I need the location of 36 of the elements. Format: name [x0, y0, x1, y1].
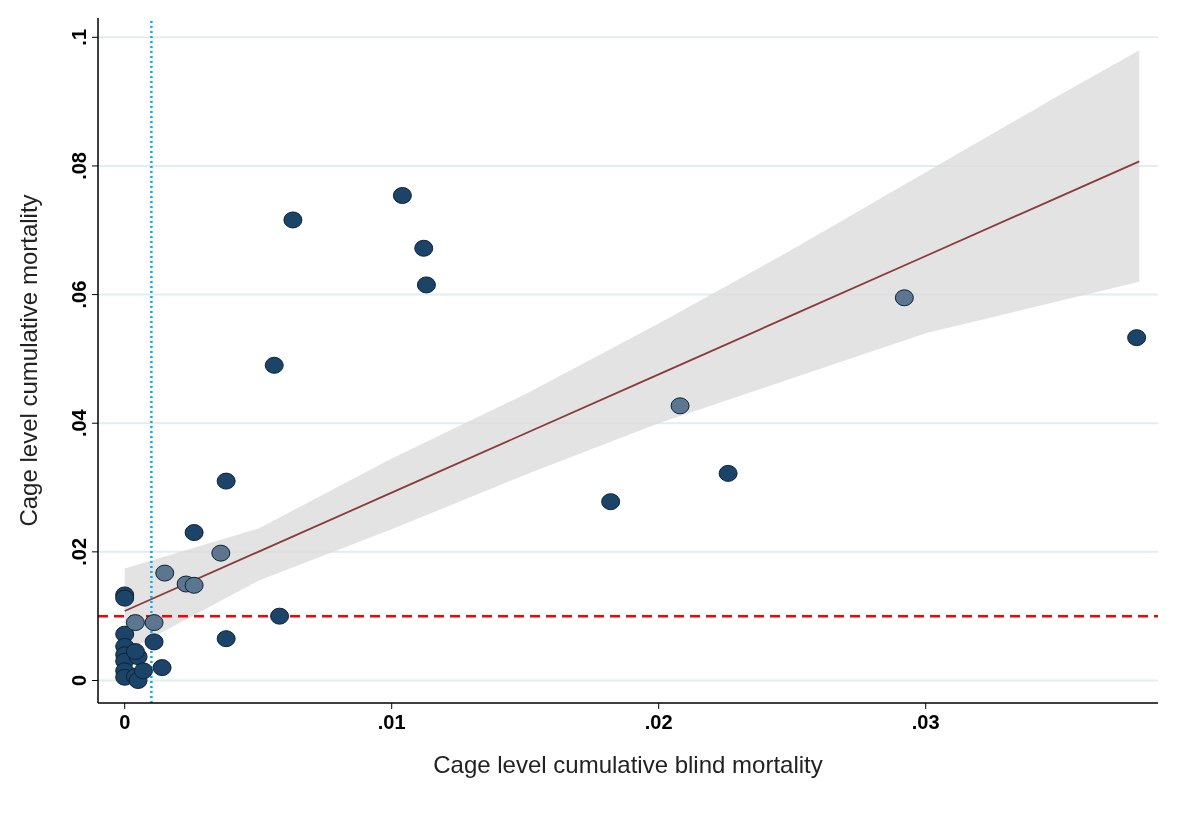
y-tick-label: .1 — [68, 28, 90, 46]
x-tick-label: .03 — [911, 711, 940, 733]
y-tick-label: 0 — [68, 674, 90, 687]
y-tick-label: .08 — [68, 152, 90, 180]
point — [125, 614, 145, 632]
y-tick-label: .04 — [68, 408, 90, 438]
point — [184, 524, 204, 542]
point — [144, 633, 164, 651]
point — [133, 662, 153, 680]
point — [216, 630, 236, 648]
y-tick-label: .06 — [68, 280, 90, 309]
y-tick-label: .02 — [68, 537, 90, 566]
point — [670, 397, 690, 415]
point — [270, 607, 290, 625]
point — [283, 211, 303, 229]
y-axis-title: Cage level cumulative mortality — [14, 194, 42, 527]
x-tick-label: .02 — [644, 711, 673, 733]
point — [601, 493, 621, 511]
point — [264, 356, 284, 374]
point — [1127, 329, 1147, 347]
point — [144, 614, 164, 632]
point — [894, 289, 914, 307]
point — [718, 464, 738, 482]
point — [216, 472, 236, 490]
point — [125, 643, 145, 661]
point — [155, 564, 175, 582]
point — [416, 276, 436, 294]
x-tick-label: .01 — [377, 711, 406, 733]
x-axis-title: Cage level cumulative blind mortality — [433, 751, 823, 778]
line-series — [123, 160, 1141, 612]
point — [152, 659, 172, 677]
point — [414, 239, 434, 257]
point — [392, 187, 412, 205]
x-tick-label: 0 — [119, 711, 131, 733]
point — [211, 544, 231, 562]
point — [184, 576, 204, 594]
